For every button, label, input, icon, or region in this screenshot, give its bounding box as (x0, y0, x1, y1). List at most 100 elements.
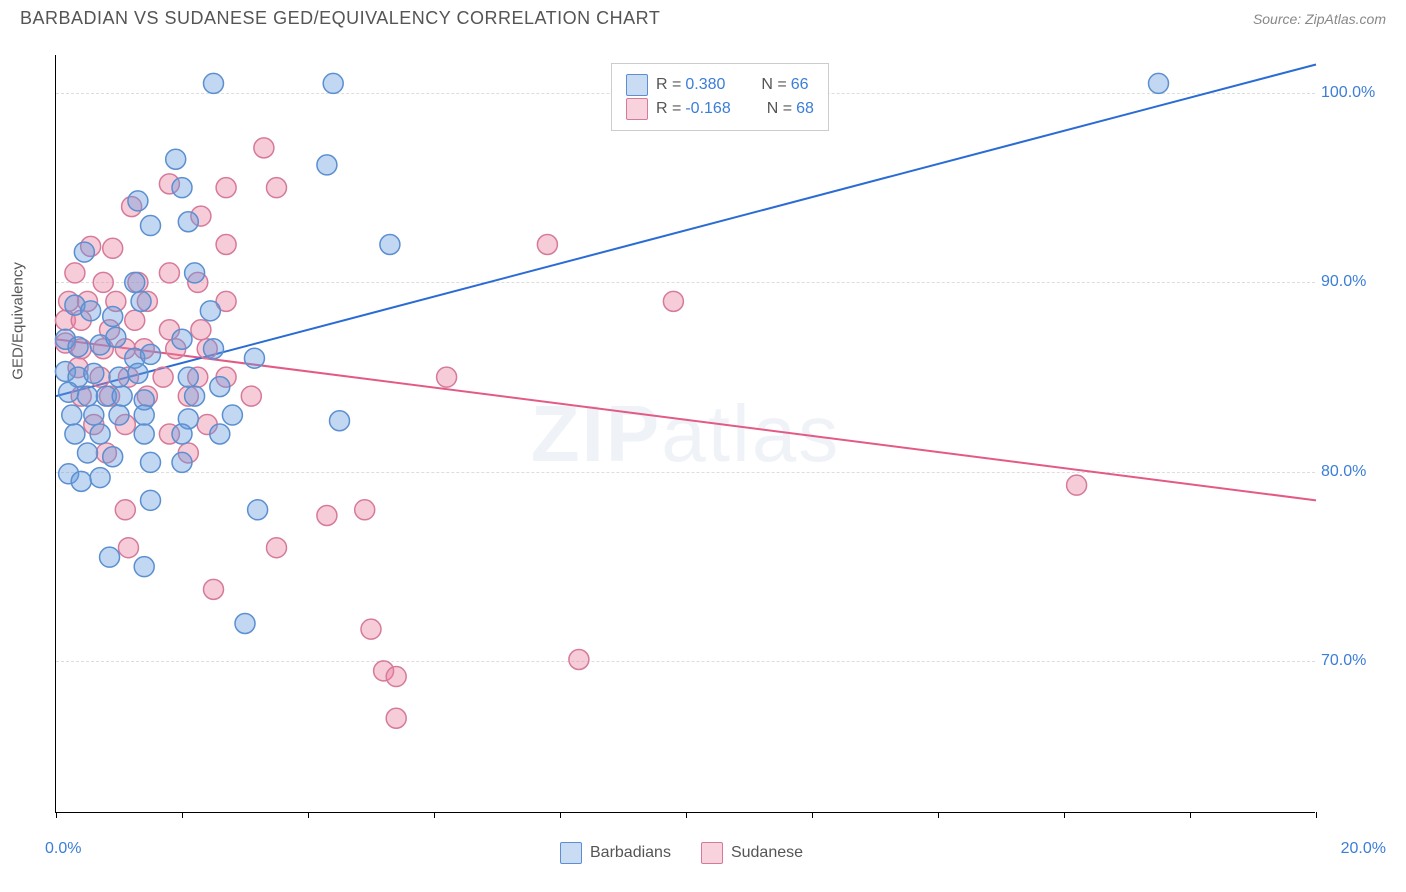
pink-point (153, 367, 173, 387)
blue-point (62, 405, 82, 425)
pink-point (241, 386, 261, 406)
blue-point (166, 149, 186, 169)
x-tick (560, 812, 561, 818)
blue-point (131, 291, 151, 311)
blue-point (248, 500, 268, 520)
legend-item-barbadians: Barbadians (560, 842, 671, 864)
blue-point (112, 386, 132, 406)
y-tick-label: 70.0% (1321, 652, 1391, 670)
pink-point (254, 138, 274, 158)
x-tick (1316, 812, 1317, 818)
blue-point (65, 424, 85, 444)
pink-point (118, 538, 138, 558)
pink-point (355, 500, 375, 520)
pink-point (204, 579, 224, 599)
plot-area: ZIPatlas 70.0%80.0%90.0%100.0% R =0.380 … (55, 55, 1315, 813)
blue-point (178, 212, 198, 232)
blue-point (200, 301, 220, 321)
pink-point (267, 538, 287, 558)
blue-point (59, 382, 79, 402)
swatch-pink (701, 842, 723, 864)
blue-point (141, 216, 161, 236)
x-tick (56, 812, 57, 818)
x-tick (686, 812, 687, 818)
blue-trend-line (56, 64, 1316, 396)
blue-point (103, 307, 123, 327)
chart-header: BARBADIAN VS SUDANESE GED/EQUIVALENCY CO… (0, 0, 1406, 33)
legend-label: Barbadians (590, 844, 671, 862)
blue-point (71, 471, 91, 491)
blue-point (109, 367, 129, 387)
blue-point (81, 301, 101, 321)
pink-point (103, 238, 123, 258)
pink-point (115, 500, 135, 520)
scatter-svg (56, 55, 1315, 812)
blue-point (90, 468, 110, 488)
blue-point (78, 443, 98, 463)
blue-point (100, 547, 120, 567)
pink-point (663, 291, 683, 311)
x-tick (434, 812, 435, 818)
pink-point (386, 667, 406, 687)
blue-point (106, 327, 126, 347)
blue-point (380, 235, 400, 255)
pink-point (437, 367, 457, 387)
blue-point (172, 178, 192, 198)
legend-label: Sudanese (731, 844, 803, 862)
blue-point (141, 490, 161, 510)
blue-point (204, 73, 224, 93)
blue-point (235, 614, 255, 634)
blue-point (141, 452, 161, 472)
blue-point (317, 155, 337, 175)
blue-point (125, 272, 145, 292)
pink-point (317, 505, 337, 525)
blue-point (128, 191, 148, 211)
blue-point (210, 424, 230, 444)
blue-point (84, 363, 104, 383)
chart-title: BARBADIAN VS SUDANESE GED/EQUIVALENCY CO… (20, 8, 660, 29)
blue-point (134, 424, 154, 444)
blue-point (74, 242, 94, 262)
x-axis-start-label: 0.0% (45, 840, 81, 858)
x-tick (308, 812, 309, 818)
blue-point (109, 405, 129, 425)
x-tick (938, 812, 939, 818)
pink-point (216, 235, 236, 255)
chart-source: Source: ZipAtlas.com (1253, 11, 1386, 27)
pink-point (159, 263, 179, 283)
blue-point (330, 411, 350, 431)
blue-point (172, 452, 192, 472)
pink-point (216, 178, 236, 198)
legend-item-sudanese: Sudanese (701, 842, 803, 864)
blue-point (185, 263, 205, 283)
blue-point (172, 329, 192, 349)
y-tick-label: 90.0% (1321, 273, 1391, 291)
blue-point (90, 424, 110, 444)
x-tick (182, 812, 183, 818)
pink-trend-line (56, 339, 1316, 500)
x-axis-end-label: 20.0% (1341, 840, 1386, 858)
blue-point (178, 367, 198, 387)
x-tick (1190, 812, 1191, 818)
y-tick-label: 100.0% (1321, 84, 1391, 102)
blue-point (244, 348, 264, 368)
blue-point (204, 339, 224, 359)
blue-point (185, 386, 205, 406)
x-tick (812, 812, 813, 818)
pink-point (361, 619, 381, 639)
blue-point (210, 377, 230, 397)
blue-point (323, 73, 343, 93)
pink-point (386, 708, 406, 728)
pink-point (569, 650, 589, 670)
pink-point (267, 178, 287, 198)
blue-point (128, 363, 148, 383)
blue-point (84, 405, 104, 425)
blue-point (134, 405, 154, 425)
blue-point (134, 557, 154, 577)
swatch-blue (560, 842, 582, 864)
pink-point (93, 272, 113, 292)
blue-point (1149, 73, 1169, 93)
blue-point (222, 405, 242, 425)
x-tick (1064, 812, 1065, 818)
blue-point (68, 337, 88, 357)
